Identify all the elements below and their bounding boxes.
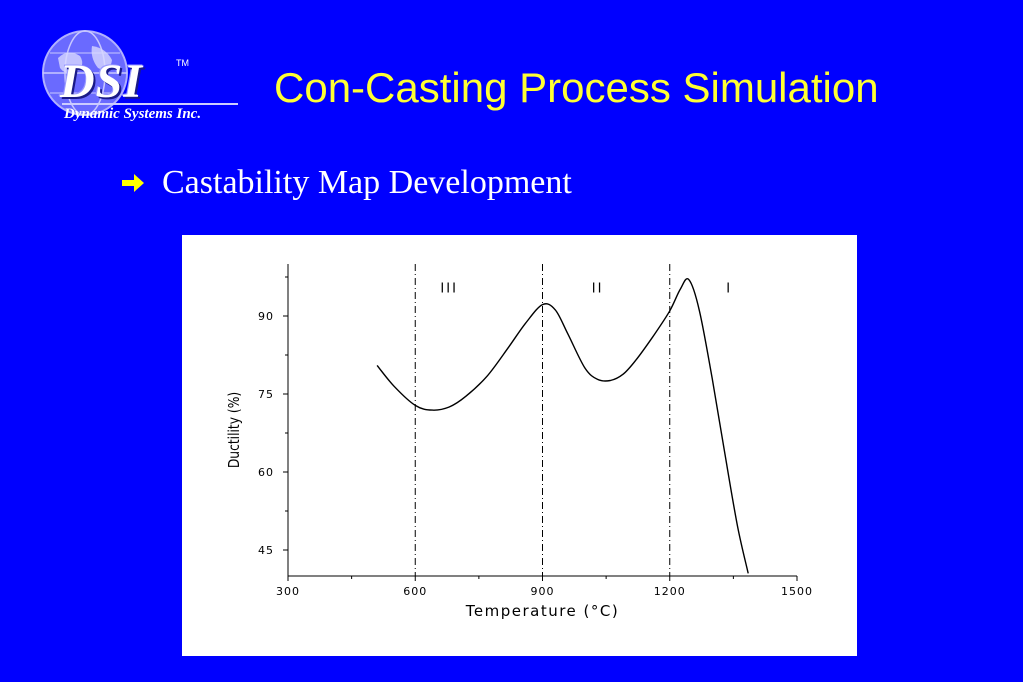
region-boundaries	[414, 264, 671, 576]
x-tick-label: 600	[403, 585, 427, 598]
bullet-text: Castability Map Development	[162, 164, 572, 201]
logo-divider	[62, 103, 238, 105]
chart-axes: 300 600 900 1200 1500 45 60 75 90 Temperature (°C…	[226, 264, 813, 620]
y-tick-label: 60	[258, 466, 274, 479]
region-label-III: III	[440, 282, 458, 297]
y-axis-title: Ductility (%)	[226, 392, 243, 468]
logo-subtitle: Dynamic Systems Inc.	[64, 106, 202, 122]
x-tick-label: 900	[531, 585, 555, 598]
y-tick-label: 90	[258, 310, 274, 323]
chart-labels: III II I	[440, 282, 732, 297]
x-tick-label: 300	[276, 585, 300, 598]
region-label-II: II	[592, 282, 604, 297]
y-tick-label: 45	[258, 544, 274, 557]
company-logo: DSI TM Dynamic Systems Inc.	[34, 28, 244, 128]
y-tick-label: 75	[258, 388, 274, 401]
slide-title: Con-Casting Process Simulation	[274, 64, 879, 111]
chart-panel: 300 600 900 1200 1500 45 60 75 90 Temperature (°C…	[182, 235, 857, 656]
x-tick-label: 1500	[781, 585, 813, 598]
ductility-chart: 300 600 900 1200 1500 45 60 75 90 Temperature (°C…	[226, 264, 813, 620]
logo-mark: DSI	[60, 55, 144, 108]
globe-icon	[42, 30, 128, 116]
region-label-I: I	[726, 282, 732, 297]
right-arrow-icon	[122, 174, 144, 192]
ductility-line	[376, 278, 749, 574]
x-axis-title: Temperature (°C)	[465, 602, 619, 620]
ductility-curve	[376, 278, 749, 574]
x-tick-label: 1200	[654, 585, 686, 598]
logo-trademark: TM	[176, 58, 189, 68]
